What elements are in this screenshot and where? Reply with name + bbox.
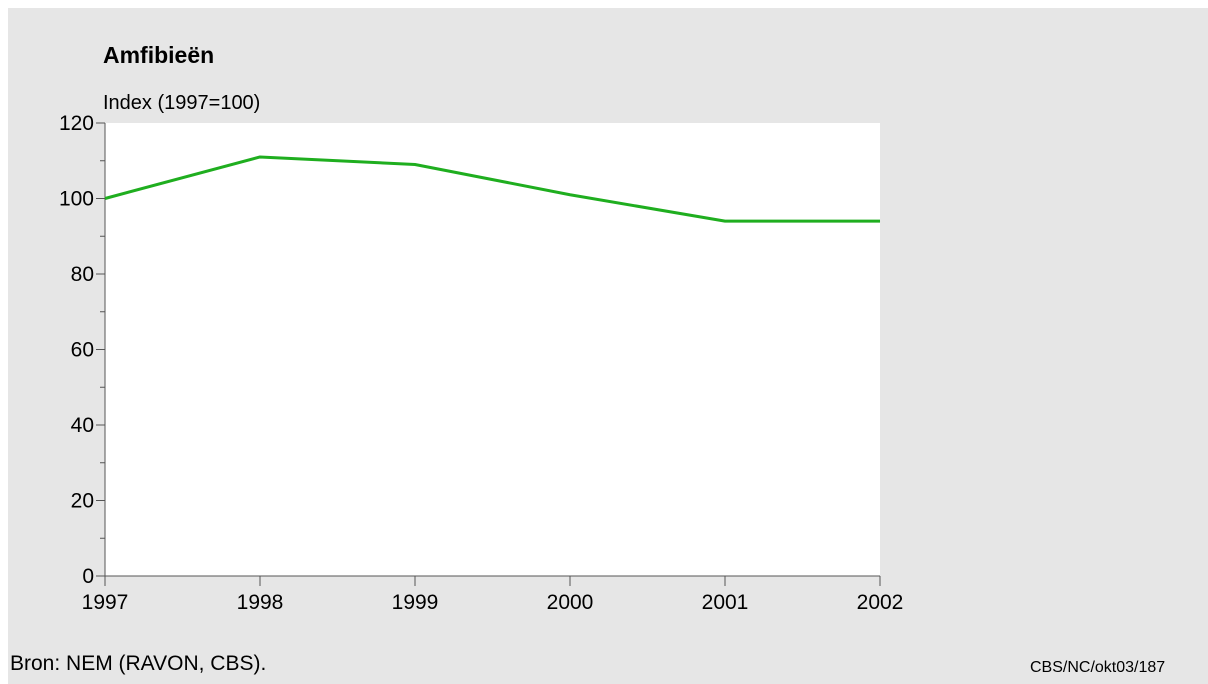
y-tick-label: 80 — [71, 263, 94, 286]
y-tick-label: 0 — [82, 565, 94, 588]
chart-panel: Amfibieën Index (1997=100) 0 20 40 60 80 100 1… — [8, 8, 1208, 684]
y-tick-label: 120 — [59, 112, 94, 135]
y-axis-label: Index (1997=100) — [103, 92, 261, 114]
y-tick-label: 20 — [71, 490, 94, 513]
x-tick-label: 2002 — [857, 591, 904, 614]
source-note: Bron: NEM (RAVON, CBS). — [10, 652, 267, 675]
x-tick-label: 2001 — [702, 591, 749, 614]
line-chart: 0 20 40 60 80 100 120 1997 1998 1999 2000 2001 2002 — [59, 112, 904, 614]
series-line — [104, 155, 880, 223]
y-tick-label: 100 — [59, 188, 94, 211]
plot-area — [105, 123, 880, 576]
chart-code: CBS/NC/okt03/187 — [1030, 659, 1166, 676]
x-tick-label: 1997 — [82, 591, 129, 614]
x-tick-label: 1999 — [392, 591, 439, 614]
x-tick-label: 1998 — [237, 591, 284, 614]
y-tick-label: 40 — [71, 414, 94, 437]
chart-title: Amfibieën — [103, 42, 215, 68]
y-tick-label: 60 — [71, 339, 94, 362]
x-tick-label: 2000 — [547, 591, 594, 614]
